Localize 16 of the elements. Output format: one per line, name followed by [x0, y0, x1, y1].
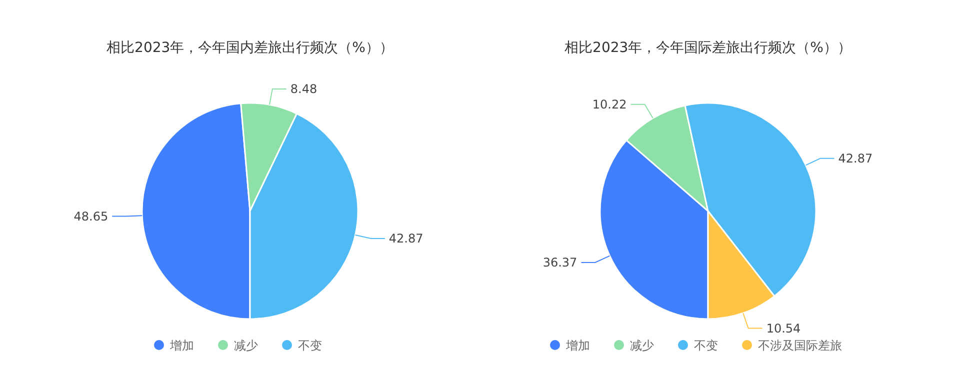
- data-label: 10.22: [592, 97, 627, 112]
- legend-label: 增加: [565, 338, 590, 352]
- legend-label: 减少: [234, 338, 258, 352]
- data-label: 36.37: [542, 255, 578, 270]
- legend-label: 不变: [694, 338, 718, 352]
- legend-label: 增加: [169, 338, 194, 352]
- legend-label: 不涉及国际差旅: [758, 338, 842, 352]
- legend-label: 减少: [630, 338, 654, 352]
- legend-label: 不变: [298, 338, 322, 352]
- chart-title: 相比2023年，今年国际差旅出行频次（%））: [564, 40, 852, 56]
- data-label: 42.87: [388, 232, 424, 246]
- data-label: 48.65: [74, 209, 108, 224]
- data-label: 8.48: [290, 82, 318, 96]
- chart-title: 相比2023年，今年国内差旅出行频次（%））: [106, 40, 394, 56]
- data-label: 10.54: [766, 321, 801, 336]
- data-label: 42.87: [838, 151, 873, 166]
